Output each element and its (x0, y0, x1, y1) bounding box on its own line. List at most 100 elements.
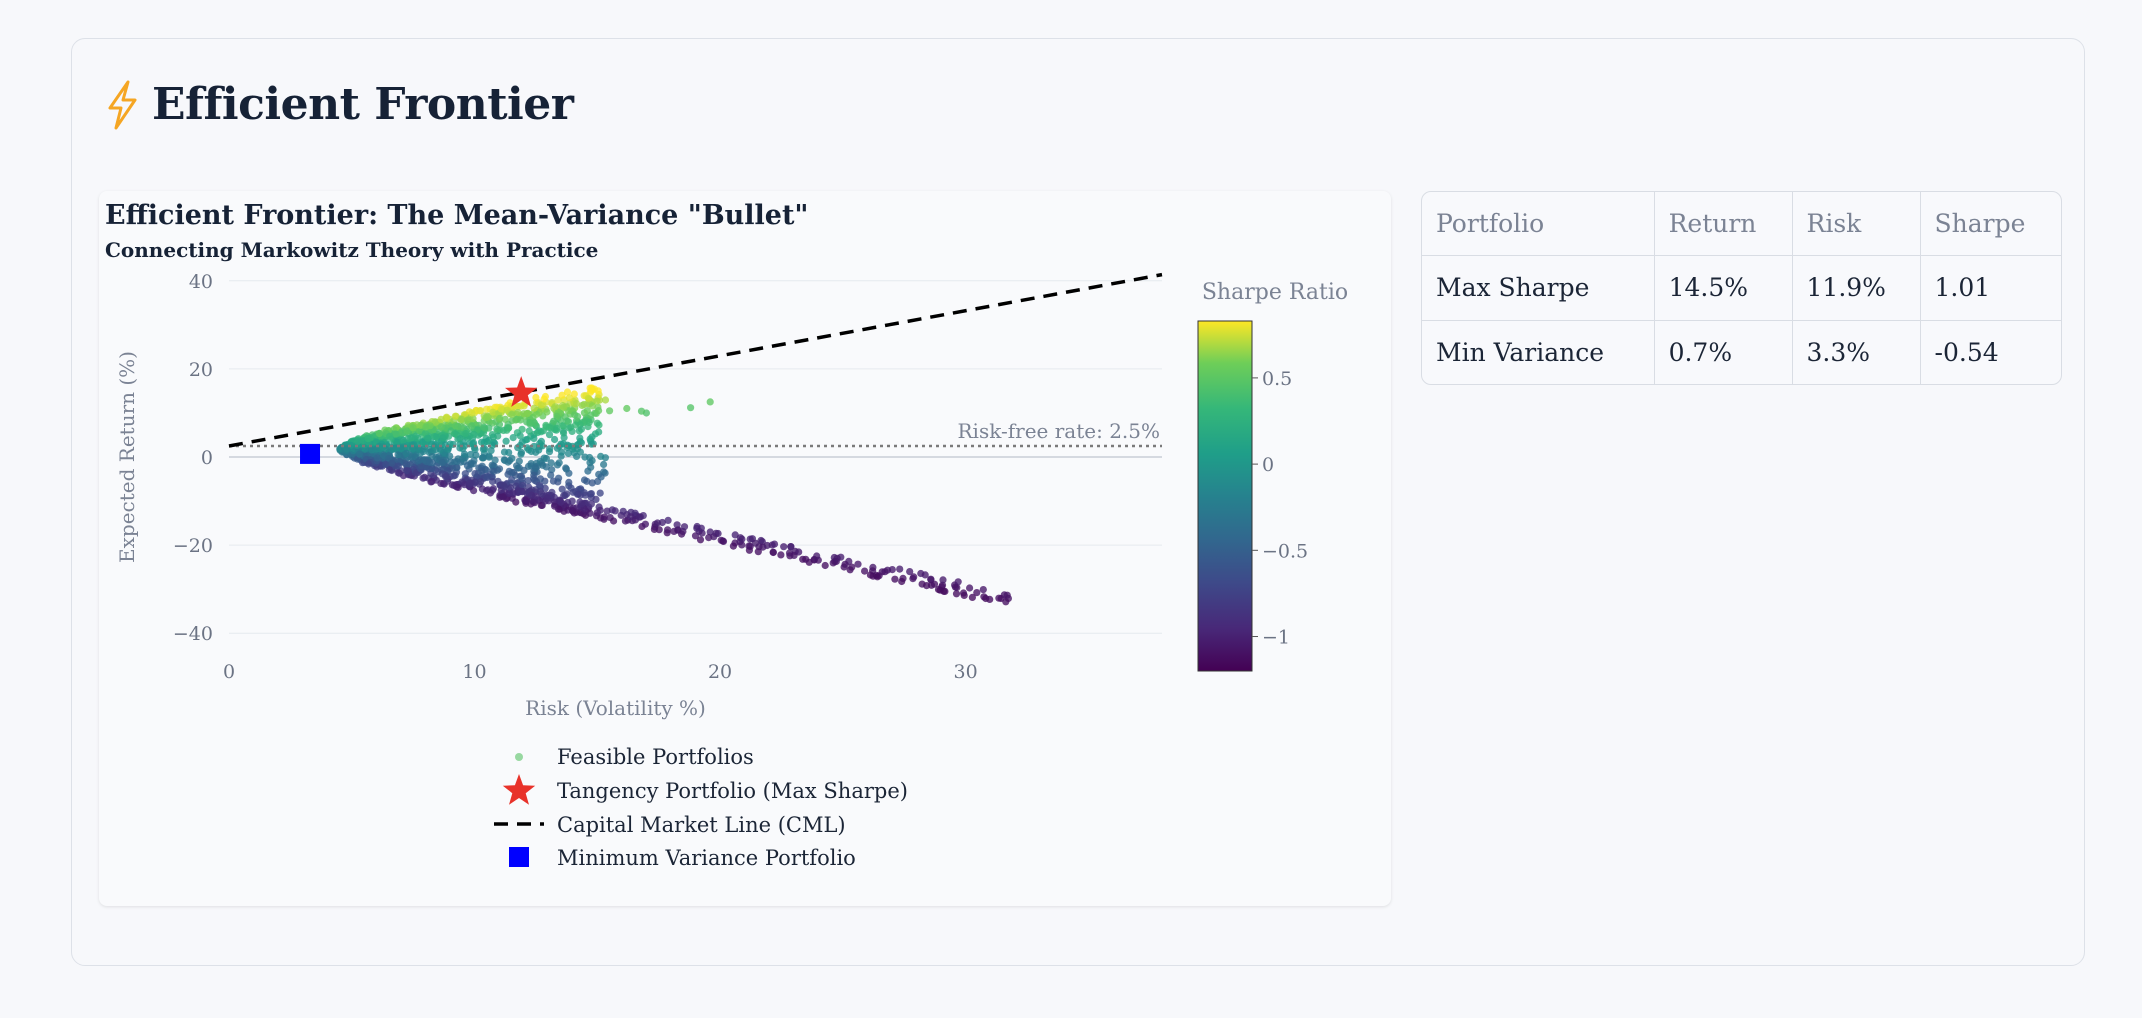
y-tick-label: 40 (189, 271, 213, 293)
scatter-point (442, 473, 450, 481)
scatter-point (428, 464, 436, 472)
scatter-point (424, 434, 432, 442)
scatter-point (394, 462, 402, 470)
scatter-point (365, 460, 373, 468)
scatter-point (399, 436, 407, 444)
y-tick-label: 0 (201, 447, 213, 469)
scatter-point (403, 467, 411, 475)
scatter-point (477, 407, 485, 415)
risk-free-label: Risk-free rate: 2.5% (958, 419, 1161, 443)
legend-label-feasible: Feasible Portfolios (557, 745, 754, 769)
x-tick-label: 0 (223, 661, 235, 683)
x-axis-label: Risk (Volatility %) (525, 696, 706, 720)
efficient-frontier-panel: Efficient Frontier Efficient Frontier: T… (71, 38, 2085, 966)
scatter-point (562, 465, 570, 473)
scatter-point (532, 410, 541, 418)
scatter-point (530, 404, 538, 412)
scatter-point (539, 461, 547, 469)
scatter-point (570, 390, 578, 398)
scatter-point (483, 405, 491, 413)
scatter-point (501, 415, 509, 423)
scatter-point (575, 427, 583, 435)
scatter-point (543, 494, 551, 502)
scatter-point (517, 472, 526, 480)
table-cell: -0.54 (1934, 337, 1999, 367)
scatter-point (421, 473, 429, 481)
scatter-point (403, 461, 411, 469)
scatter-point (520, 402, 528, 410)
scatter-point (777, 551, 785, 559)
scatter-point (597, 452, 605, 460)
scatter-point (516, 432, 524, 440)
scatter-point (736, 534, 745, 542)
scatter-point (563, 417, 571, 425)
scatter-point (452, 463, 460, 472)
scatter-point (494, 432, 502, 440)
colorbar-tick-label: 0 (1262, 454, 1274, 476)
legend-marker-star (502, 774, 536, 805)
scatter-point (600, 513, 608, 521)
scatter-point (954, 578, 962, 586)
scatter-point (519, 481, 527, 490)
scatter-point (489, 408, 497, 416)
scatter-point (687, 404, 695, 412)
scatter-point (563, 490, 571, 498)
scatter-point (569, 488, 577, 496)
colorbar (1197, 320, 1253, 672)
scatter-point (394, 451, 402, 459)
scatter-point (537, 401, 545, 409)
y-tick-label: −40 (173, 623, 213, 645)
scatter-point (898, 577, 906, 586)
scatter-point (422, 423, 430, 431)
scatter-point (516, 441, 524, 450)
colorbar-tick-label: 0.5 (1262, 368, 1292, 390)
scatter-point (896, 565, 904, 573)
table-cell: Min Variance (1422, 320, 1655, 384)
efficient-frontier-chart: Efficient Frontier: The Mean-Variance "B… (105, 200, 1348, 870)
scatter-point (504, 424, 513, 432)
scatter-point (854, 560, 862, 568)
scatter-point (472, 451, 480, 459)
scatter-point (509, 489, 517, 497)
scatter-point (394, 469, 402, 477)
scatter-point (952, 590, 961, 598)
legend-item-tangency: Tangency Portfolio (Max Sharpe) (502, 774, 908, 805)
x-tick-label: 30 (953, 661, 977, 683)
scatter-point (542, 423, 550, 431)
scatter-point (489, 477, 497, 486)
scatter-point (982, 594, 990, 603)
scatter-point (468, 422, 476, 430)
scatter-point (504, 458, 512, 466)
scatter-point (388, 459, 396, 467)
scatter-point (478, 438, 486, 446)
scatter-point (906, 568, 914, 576)
scatter-point (493, 425, 501, 433)
legend-item-min-variance: Minimum Variance Portfolio (509, 846, 856, 870)
scatter-point (745, 542, 753, 550)
scatter-point (557, 498, 565, 506)
scatter-point (584, 394, 592, 402)
scatter-point (551, 502, 559, 510)
scatter-point (594, 387, 602, 395)
scatter-point (848, 563, 856, 571)
scatter-point (533, 429, 542, 437)
scatter-point (497, 405, 505, 413)
scatter-point (517, 487, 525, 495)
scatter-point (841, 560, 849, 568)
scatter-point (553, 424, 561, 432)
scatter-point (611, 507, 619, 515)
scatter-point (470, 430, 478, 438)
scatter-point (821, 561, 829, 570)
scatter-point (664, 526, 672, 534)
scatter-point (560, 403, 568, 411)
scatter-point (910, 573, 918, 581)
scatter-point (478, 467, 486, 475)
scatter-point (664, 516, 672, 524)
scatter-point (917, 569, 925, 578)
panel-header: Efficient Frontier (102, 79, 574, 130)
scatter-point (428, 477, 436, 485)
scatter-point (746, 535, 754, 543)
scatter-point (392, 438, 400, 446)
scatter-point (674, 526, 682, 534)
legend-marker-feasible (515, 753, 523, 761)
